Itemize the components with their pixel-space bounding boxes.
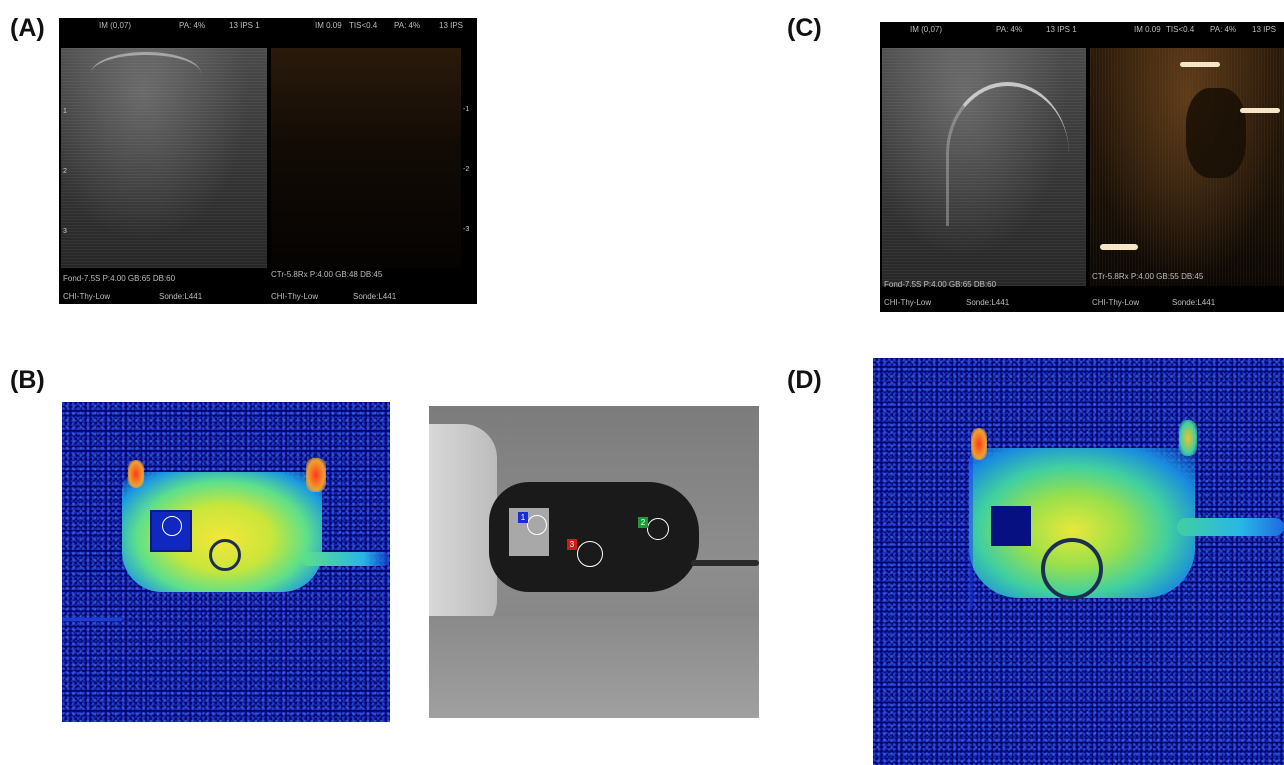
us-footer-right-probe-c: Sonde:L441	[1172, 298, 1216, 307]
roi-tag-3: 3	[567, 539, 577, 550]
us-param-im-right-c: IM 0.09	[1134, 25, 1161, 34]
contrast-mode-image-c	[1090, 48, 1284, 286]
ultrasound-header-c: IM (0,07) PA: 4% 13 IPS 1 IM 0.09 TIS<0.…	[880, 22, 1284, 40]
ultrasound-header-a: IM (0,07) PA: 4% 13 IPS 1 IM 0.09 TIS<0.…	[59, 18, 477, 36]
us-param-ips-right: 13 IPS	[439, 21, 464, 30]
tumor-circle-d	[1041, 538, 1103, 600]
us-param-pa-left-c: PA: 4%	[996, 25, 1023, 34]
us-footer-right-line1-c: CTr-5.8Rx P:4.00 GB:55 DB:45	[1092, 272, 1204, 281]
us-footer-left-probe: Sonde:L441	[159, 292, 203, 301]
depth-scale-left-a: 1 2 3	[63, 108, 67, 235]
fluorescence-image-b	[62, 402, 390, 722]
us-param-pa-right: PA: 4%	[394, 21, 421, 30]
us-param-ips-left: 13 IPS 1	[229, 21, 260, 30]
us-param-im-left: IM (0,07)	[99, 21, 132, 30]
us-footer-left-line1: Fond-7.5S P:4.00 GB:65 DB:60	[63, 274, 176, 283]
roi-circle-2	[647, 518, 669, 540]
mouse-tail-signal-b	[302, 552, 390, 566]
us-param-tis-right-c: TIS<0.4	[1166, 25, 1195, 34]
b-mode-image-c	[882, 48, 1086, 286]
roi-circle-1	[527, 515, 547, 535]
us-footer-right-mode-c: CHI-Thy-Low	[1092, 298, 1140, 307]
us-param-im-left-c: IM (0,07)	[910, 25, 943, 34]
us-param-ips-right-c: 13 IPS	[1252, 25, 1277, 34]
us-footer-left-line1-c: Fond-7.5S P:4.00 GB:65 DB:60	[884, 280, 997, 289]
us-footer-right-mode: CHI-Thy-Low	[271, 292, 319, 301]
ear-signal-left-d	[971, 428, 987, 460]
b-mode-image-a	[61, 48, 267, 268]
ultrasound-image-a: IM (0,07) PA: 4% 13 IPS 1 IM 0.09 TIS<0.…	[59, 18, 477, 304]
mouse-tail-signal-d	[1177, 518, 1284, 536]
us-param-im-right: IM 0.09	[315, 21, 342, 30]
ultrasound-footer-c: Fond-7.5S P:4.00 GB:65 DB:60 CHI-Thy-Low…	[880, 272, 1284, 312]
ultrasound-image-c: IM (0,07) PA: 4% 13 IPS 1 IM 0.09 TIS<0.…	[880, 22, 1284, 312]
us-footer-left-mode: CHI-Thy-Low	[63, 292, 111, 301]
roi-circle-3	[577, 541, 603, 567]
bench-shadow	[429, 616, 759, 718]
roi-circle-1-b	[162, 516, 182, 536]
roi-tag-2: 2	[638, 517, 648, 528]
contrast-mode-image-a	[271, 48, 461, 268]
us-footer-left-mode-c: CHI-Thy-Low	[884, 298, 932, 307]
stage-line-b	[62, 618, 122, 621]
grey-photo-b: 1 3 2	[429, 406, 759, 718]
us-param-ips-left-c: 13 IPS 1	[1046, 25, 1077, 34]
roi-tag-1: 1	[518, 512, 528, 523]
us-param-pa-right-c: PA: 4%	[1210, 25, 1237, 34]
panel-label-c: (C)	[787, 14, 822, 42]
fluorescence-image-d	[873, 358, 1284, 765]
us-param-pa-left: PA: 4%	[179, 21, 206, 30]
ear-signal-right-b	[306, 458, 326, 492]
panel-label-b: (B)	[10, 366, 45, 394]
panel-label-a: (A)	[10, 14, 45, 42]
depth-scale-right-a: -1 -2 -3	[463, 106, 470, 233]
tumor-circle-b	[209, 539, 241, 571]
us-footer-right-line1: CTr-5.8Rx P:4.00 GB:48 DB:45	[271, 270, 383, 279]
ear-signal-left-b	[128, 460, 144, 488]
ultrasound-footer-a: Fond-7.5S P:4.00 GB:65 DB:60 CHI-Thy-Low…	[59, 268, 477, 304]
roi-square-d	[991, 506, 1031, 546]
ear-signal-right-d	[1179, 420, 1197, 456]
stage-line-d	[969, 458, 973, 608]
us-footer-right-probe: Sonde:L441	[353, 292, 397, 301]
nose-cone	[429, 424, 497, 634]
mouse-tail	[691, 560, 759, 566]
panel-label-d: (D)	[787, 366, 822, 394]
us-footer-left-probe-c: Sonde:L441	[966, 298, 1010, 307]
us-param-tis-right: TIS<0.4	[349, 21, 378, 30]
